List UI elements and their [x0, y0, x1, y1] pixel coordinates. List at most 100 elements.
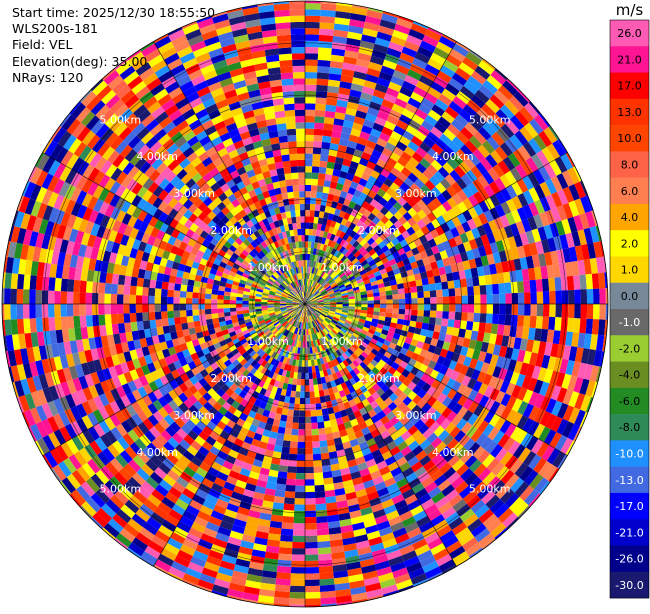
velocity-gate — [278, 471, 288, 478]
velocity-gate — [305, 442, 313, 448]
velocity-gate — [313, 447, 321, 454]
velocity-gate — [315, 110, 325, 117]
velocity-gate — [311, 179, 318, 186]
velocity-gate — [319, 35, 333, 42]
velocity-gate — [305, 348, 308, 354]
velocity-gate — [163, 274, 171, 282]
velocity-gate — [92, 293, 99, 304]
velocity-gate — [86, 304, 93, 315]
velocity-gate — [474, 295, 481, 304]
velocity-gate — [443, 304, 449, 312]
velocity-gate — [314, 210, 320, 217]
velocity-gate — [276, 433, 284, 440]
velocity-gate — [324, 484, 334, 491]
velocity-gate — [386, 304, 392, 309]
velocity-gate — [319, 434, 327, 441]
velocity-gate — [4, 288, 11, 304]
velocity-gate — [536, 279, 543, 292]
velocity-gate — [310, 398, 316, 405]
velocity-gate — [316, 97, 327, 104]
velocity-gate — [305, 91, 316, 98]
velocity-gate — [587, 289, 594, 304]
velocity-gate — [423, 310, 430, 317]
velocity-gate — [308, 235, 312, 242]
velocity-gate — [305, 423, 312, 429]
velocity-gate — [549, 304, 556, 317]
velocity-gate — [249, 301, 255, 304]
velocity-gate — [98, 293, 105, 304]
velocity-gate — [36, 318, 43, 332]
velocity-gate — [67, 292, 74, 304]
velocity-gate — [499, 294, 506, 305]
velocity-gate — [315, 497, 326, 504]
velocity-gate — [554, 317, 561, 331]
velocity-gate — [523, 315, 530, 327]
velocity-gate — [305, 97, 316, 104]
velocity-gate — [305, 598, 321, 605]
velocity-gate — [224, 300, 230, 304]
velocity-gate — [448, 288, 455, 296]
velocity-gate — [169, 275, 176, 283]
velocity-gate — [374, 296, 381, 300]
velocity-gate — [290, 579, 305, 586]
velocity-gate — [293, 523, 305, 530]
velocity-gate — [302, 360, 305, 366]
velocity-gate — [55, 278, 62, 291]
velocity-gate — [167, 304, 173, 311]
velocity-gate — [163, 326, 171, 334]
velocity-gate — [315, 397, 321, 404]
velocity-gate — [305, 41, 319, 48]
velocity-gate — [537, 292, 544, 304]
velocity-gate — [313, 147, 322, 154]
velocity-gate — [447, 280, 454, 288]
velocity-gate — [319, 578, 334, 585]
velocity-gate — [291, 573, 305, 580]
velocity-gate — [180, 284, 187, 291]
velocity-gate — [467, 313, 474, 322]
velocity-gate — [186, 310, 193, 317]
velocity-gate — [123, 294, 130, 304]
velocity-gate — [5, 273, 12, 289]
velocity-gate — [186, 298, 192, 304]
velocity-gate — [320, 591, 336, 598]
velocity-gate — [305, 536, 317, 543]
velocity-gate — [305, 454, 313, 460]
velocity-gate — [79, 304, 86, 316]
velocity-gate — [498, 283, 505, 294]
velocity-gate — [405, 298, 411, 304]
velocity-gate — [236, 304, 242, 308]
velocity-gate — [198, 298, 204, 304]
velocity-gate — [36, 276, 43, 290]
velocity-gate — [300, 398, 305, 404]
velocity-gate — [192, 298, 198, 304]
velocity-gate — [48, 277, 55, 291]
velocity-gate — [405, 304, 411, 310]
velocity-gate — [435, 282, 442, 290]
velocity-gate — [319, 572, 334, 579]
velocity-gate — [505, 293, 512, 304]
velocity-gate — [418, 298, 424, 304]
velocity-gate — [326, 433, 334, 440]
velocity-gate — [440, 274, 448, 282]
velocity-gate — [242, 304, 248, 307]
velocity-gate — [322, 136, 331, 143]
velocity-gate — [305, 473, 314, 480]
velocity-gate — [54, 304, 61, 317]
velocity-gate — [467, 286, 474, 295]
velocity-gate — [305, 542, 318, 549]
velocity-gate — [511, 315, 518, 326]
velocity-gate — [592, 273, 599, 289]
velocity-gate — [255, 301, 261, 304]
velocity-gate — [290, 592, 305, 599]
velocity-gate — [287, 409, 294, 416]
velocity-gate — [472, 277, 479, 287]
velocity-gate — [279, 465, 288, 472]
velocity-gate — [48, 291, 55, 304]
velocity-gate — [305, 373, 309, 379]
velocity-gate — [314, 122, 324, 129]
velocity-gate — [399, 299, 405, 304]
velocity-gate — [480, 285, 487, 295]
velocity-gate — [300, 385, 305, 391]
velocity-gate — [305, 586, 320, 593]
velocity-gate — [310, 210, 315, 217]
